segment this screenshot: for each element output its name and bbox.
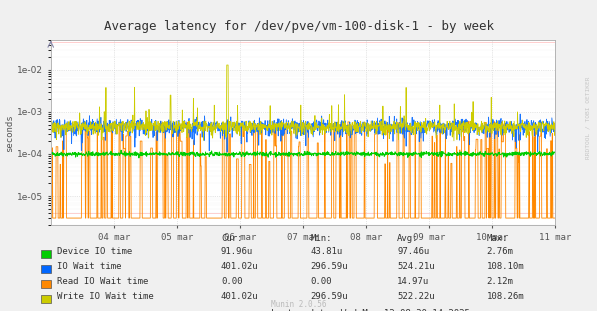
- Text: RRDTOOL / TOBI OETIKER: RRDTOOL / TOBI OETIKER: [586, 77, 590, 160]
- Text: 401.02u: 401.02u: [221, 292, 259, 301]
- Text: 43.81u: 43.81u: [310, 247, 343, 256]
- Text: Avg:: Avg:: [397, 234, 418, 243]
- Text: 14.97u: 14.97u: [397, 277, 429, 286]
- Text: 524.21u: 524.21u: [397, 262, 435, 271]
- Text: 296.59u: 296.59u: [310, 262, 348, 271]
- Text: Read IO Wait time: Read IO Wait time: [57, 277, 148, 286]
- Text: Average latency for /dev/pve/vm-100-disk-1 - by week: Average latency for /dev/pve/vm-100-disk…: [103, 20, 494, 33]
- Text: 0.00: 0.00: [221, 277, 242, 286]
- Text: 97.46u: 97.46u: [397, 247, 429, 256]
- Text: 2.76m: 2.76m: [487, 247, 513, 256]
- Text: 108.10m: 108.10m: [487, 262, 524, 271]
- Text: 108.26m: 108.26m: [487, 292, 524, 301]
- Text: Cur:: Cur:: [221, 234, 242, 243]
- Text: Max:: Max:: [487, 234, 508, 243]
- Text: 0.00: 0.00: [310, 277, 332, 286]
- Text: Min:: Min:: [310, 234, 332, 243]
- Text: IO Wait time: IO Wait time: [57, 262, 121, 271]
- Text: Device IO time: Device IO time: [57, 247, 132, 256]
- Text: 401.02u: 401.02u: [221, 262, 259, 271]
- Y-axis label: seconds: seconds: [5, 114, 14, 152]
- Text: 522.22u: 522.22u: [397, 292, 435, 301]
- Text: Write IO Wait time: Write IO Wait time: [57, 292, 153, 301]
- Text: 296.59u: 296.59u: [310, 292, 348, 301]
- Text: 91.96u: 91.96u: [221, 247, 253, 256]
- Text: 2.12m: 2.12m: [487, 277, 513, 286]
- Text: Last update: Wed Mar 12 08:30:14 2025: Last update: Wed Mar 12 08:30:14 2025: [270, 309, 470, 311]
- Text: Munin 2.0.56: Munin 2.0.56: [271, 300, 326, 309]
